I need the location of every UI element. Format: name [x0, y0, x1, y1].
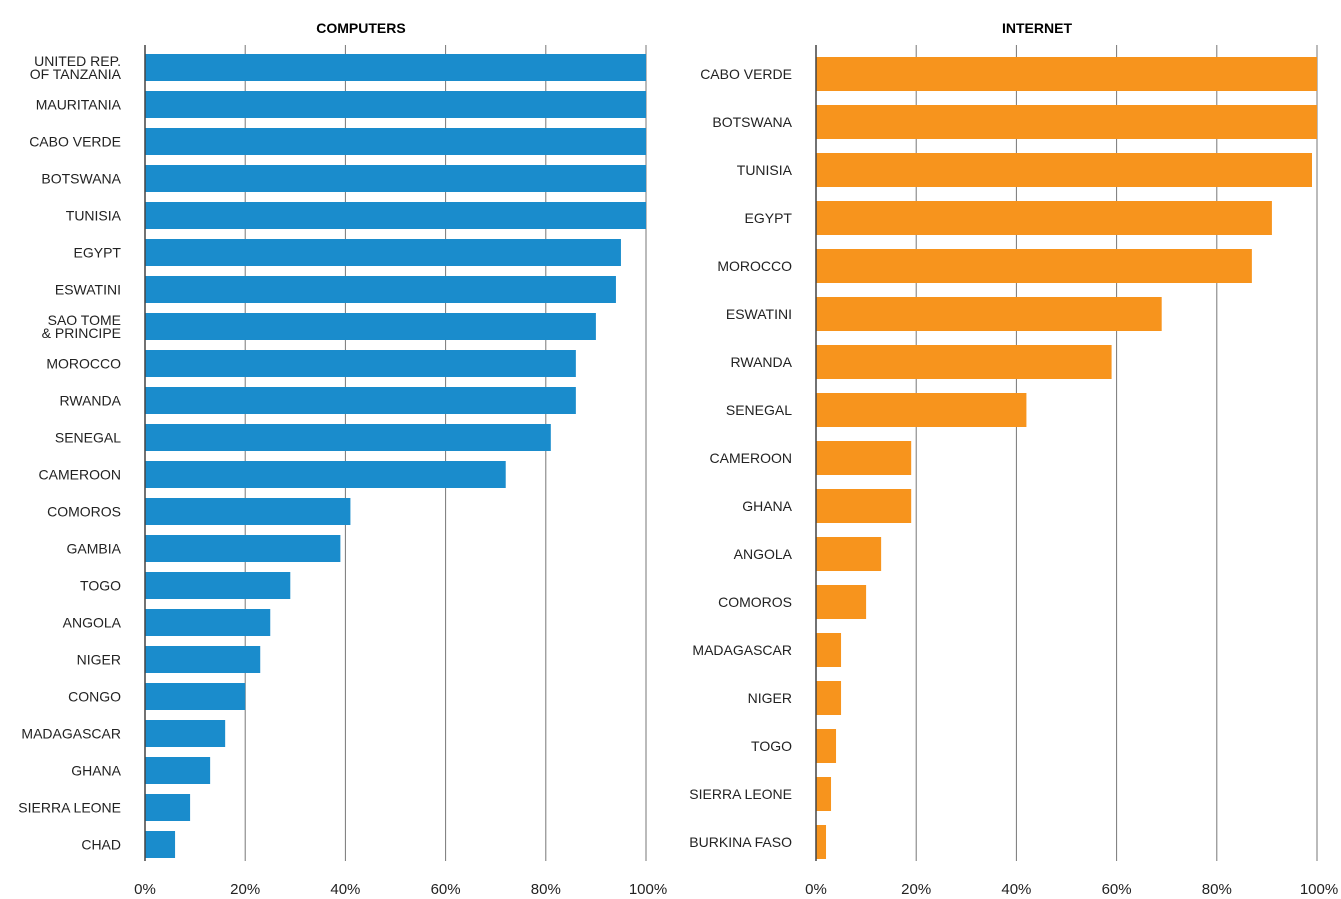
- computers-category-label: MOROCCO: [46, 356, 121, 372]
- computers-category-label: ESWATINI: [55, 282, 121, 298]
- computers-bar: [145, 683, 246, 710]
- internet-category-label: COMOROS: [718, 594, 792, 610]
- computers-bar: [145, 276, 616, 303]
- computers-x-tick-label: 100%: [629, 881, 667, 898]
- internet-x-tick-label: 40%: [1001, 881, 1031, 898]
- computers-category-label: NIGER: [77, 652, 121, 668]
- computers-category-label: CONGO: [68, 689, 121, 705]
- computers-bar: [145, 609, 271, 636]
- internet-bar: [816, 537, 882, 571]
- internet-x-tick-label: 80%: [1202, 881, 1232, 898]
- computers-category-label: ANGOLA: [63, 615, 122, 631]
- computers-category-label: MADAGASCAR: [21, 726, 121, 742]
- computers-category-label: TUNISIA: [66, 208, 122, 224]
- computers-bar: [145, 202, 646, 229]
- computers-chart-title: COMPUTERS: [316, 20, 405, 36]
- internet-bar: [816, 153, 1312, 187]
- internet-category-label: MADAGASCAR: [692, 642, 792, 658]
- computers-x-tick-label: 80%: [531, 881, 561, 898]
- computers-bar: [145, 535, 341, 562]
- computers-bar: [145, 128, 646, 155]
- internet-category-label: ANGOLA: [734, 546, 793, 562]
- internet-chart-title: INTERNET: [1002, 20, 1072, 36]
- internet-category-label: EGYPT: [745, 210, 793, 226]
- internet-category-label: GHANA: [742, 498, 792, 514]
- computers-x-tick-label: 60%: [431, 881, 461, 898]
- internet-bar: [816, 105, 1317, 139]
- internet-x-tick-label: 20%: [901, 881, 931, 898]
- internet-category-label: NIGER: [748, 690, 792, 706]
- internet-category-label: BOTSWANA: [712, 114, 792, 130]
- internet-category-label: BURKINA FASO: [689, 834, 792, 850]
- internet-bar: [816, 393, 1027, 427]
- computers-bar: [145, 239, 621, 266]
- computers-category-label: BOTSWANA: [41, 171, 121, 187]
- computers-category-label: EGYPT: [74, 245, 122, 261]
- computers-bar: [145, 91, 646, 118]
- internet-category-label: ESWATINI: [726, 306, 792, 322]
- internet-bar: [816, 681, 842, 715]
- computers-chart: COMPUTERS 0% 20% 40% 60% 80% 100% UNITED REP. O…: [18, 20, 667, 898]
- internet-x-tick-label: 100%: [1300, 881, 1338, 898]
- internet-category-label: RWANDA: [731, 354, 793, 370]
- internet-bar: [816, 201, 1272, 235]
- internet-bar: [816, 489, 912, 523]
- computers-bar: [145, 461, 506, 488]
- computers-category-label: GHANA: [71, 763, 121, 779]
- internet-category-label: CAMEROON: [710, 450, 792, 466]
- computers-x-tick-label: 20%: [230, 881, 260, 898]
- internet-x-tick-label: 60%: [1102, 881, 1132, 898]
- internet-bar: [816, 297, 1162, 331]
- computers-category-label: GAMBIA: [67, 541, 122, 557]
- internet-bar: [816, 777, 832, 811]
- computers-category-label: CHAD: [81, 837, 121, 853]
- internet-bar: [816, 441, 912, 475]
- internet-category-label: TUNISIA: [737, 162, 793, 178]
- computers-category-label: TOGO: [80, 578, 121, 594]
- internet-bar: [816, 57, 1317, 91]
- computers-category-label: CAMEROON: [39, 467, 121, 483]
- computers-bar: [145, 424, 551, 451]
- internet-bar: [816, 345, 1112, 379]
- computers-bar: [145, 54, 646, 81]
- computers-x-tick-label: 0%: [134, 881, 156, 898]
- internet-bar: [816, 249, 1252, 283]
- computers-category-label: SENEGAL: [55, 430, 121, 446]
- internet-bar: [816, 585, 867, 619]
- computers-x-tick-label: 40%: [330, 881, 360, 898]
- internet-category-label: TOGO: [751, 738, 792, 754]
- internet-category-label: SENEGAL: [726, 402, 792, 418]
- computers-category-label: UNITED REP. OF TANZANIA: [30, 53, 122, 82]
- computers-bar: [145, 165, 646, 192]
- computers-bar: [145, 498, 351, 525]
- computers-bar: [145, 720, 226, 747]
- computers-category-label: CABO VERDE: [29, 134, 121, 150]
- computers-category-label: RWANDA: [60, 393, 122, 409]
- computers-bar: [145, 313, 596, 340]
- internet-category-label: CABO VERDE: [700, 66, 792, 82]
- computers-bar: [145, 646, 261, 673]
- internet-bar: [816, 633, 842, 667]
- computers-bar: [145, 350, 576, 377]
- computers-bar: [145, 387, 576, 414]
- internet-category-label: MOROCCO: [717, 258, 792, 274]
- computers-category-label: SIERRA LEONE: [18, 800, 121, 816]
- internet-chart: INTERNET 0% 20% 40% 60% 80% 100% CABO VERDE BOT…: [689, 20, 1338, 898]
- internet-bar: [816, 729, 837, 763]
- internet-category-label: SIERRA LEONE: [689, 786, 792, 802]
- computers-bar: [145, 757, 211, 784]
- internet-x-tick-label: 0%: [805, 881, 827, 898]
- computers-category-label: MAURITANIA: [36, 97, 122, 113]
- computers-bar: [145, 831, 176, 858]
- computers-category-label: COMOROS: [47, 504, 121, 520]
- computers-bar: [145, 572, 291, 599]
- computers-bar: [145, 794, 191, 821]
- computers-category-label: SAO TOME & PRINCIPE: [42, 312, 121, 341]
- internet-bar: [816, 825, 827, 859]
